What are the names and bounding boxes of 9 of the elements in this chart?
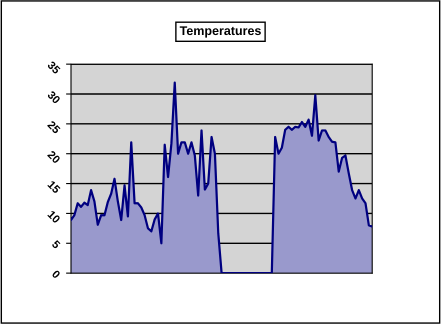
y-tick-label: 15 [47,180,61,194]
y-tick-label: 10 [47,210,61,224]
y-tick-label: 25 [47,120,61,134]
y-tick-label: 35 [46,60,61,74]
y-tick-label: 0 [51,270,61,279]
y-tick-label: 5 [51,240,61,250]
chart-title: Temperatures [180,26,261,38]
y-tick-label: 20 [47,150,61,164]
y-tick-label: 30 [46,90,61,104]
